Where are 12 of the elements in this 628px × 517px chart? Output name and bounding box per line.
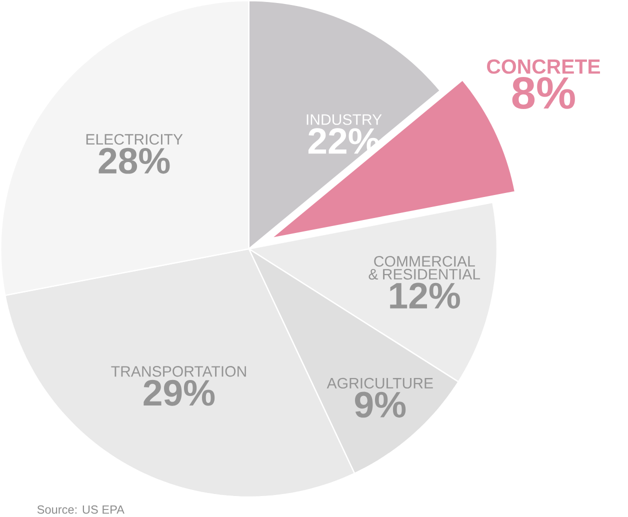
slice-label: TRANSPORTATION bbox=[111, 366, 246, 377]
slice-label: ELECTRICITY bbox=[86, 134, 183, 145]
source-note: Source: US EPA bbox=[37, 505, 124, 514]
data-label: 12% bbox=[390, 282, 460, 308]
data-label: 9% bbox=[355, 392, 406, 418]
data-label: 29% bbox=[144, 380, 215, 406]
slice-label: COMMERCIAL & RESIDENTIAL bbox=[368, 256, 480, 280]
data-label: 8% bbox=[512, 76, 575, 109]
slice-label: INDUSTRY bbox=[306, 114, 382, 125]
slice-label: CONCRETE bbox=[487, 59, 600, 74]
data-label: 28% bbox=[98, 148, 170, 174]
slice-label: AGRICULTURE bbox=[326, 378, 433, 388]
